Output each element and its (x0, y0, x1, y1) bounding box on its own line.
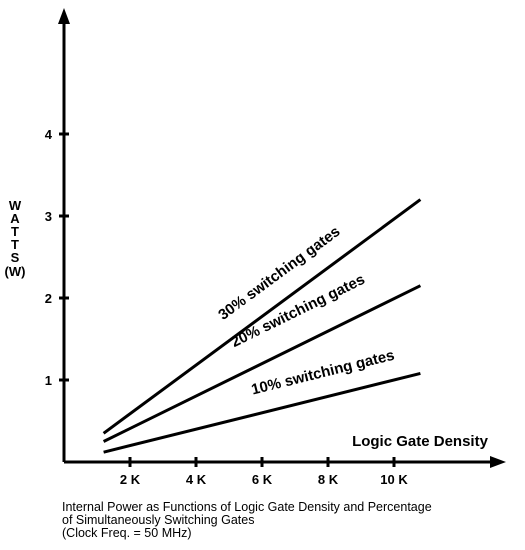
series-line (103, 371, 421, 454)
figure-caption: Internal Power as Functions of Logic Gat… (62, 501, 522, 540)
series-line (102, 284, 422, 443)
series-layer (102, 198, 422, 454)
y-axis-label-letter: T (11, 237, 19, 252)
y-axis-label-letter: (W) (5, 264, 26, 279)
y-axis-label-letter: S (11, 250, 20, 265)
x-tick-label: 2 K (120, 472, 141, 487)
y-axis-label-letter: A (10, 211, 20, 226)
x-tick-label: 8 K (318, 472, 339, 487)
series-label: 30% switching gates (215, 223, 343, 324)
y-axis-label-letter: W (9, 198, 22, 213)
caption-line-3: (Clock Freq. = 50 MHz) (62, 526, 192, 540)
series-line (102, 198, 422, 435)
x-axis-arrow-icon (490, 456, 506, 468)
x-tick-label: 6 K (252, 472, 273, 487)
y-tick-label: 4 (45, 127, 53, 142)
y-tick-label: 1 (45, 373, 52, 388)
y-tick-label: 2 (45, 291, 52, 306)
y-axis-arrow-icon (58, 8, 70, 24)
x-tick-label: 10 K (380, 472, 408, 487)
x-axis-label: Logic Gate Density (352, 433, 489, 450)
y-axis-label-letter: T (11, 224, 19, 239)
y-tick-label: 3 (45, 209, 52, 224)
caption-line-1: Internal Power as Functions of Logic Gat… (62, 500, 432, 514)
x-tick-label: 4 K (186, 472, 207, 487)
series-label: 10% switching gates (250, 347, 396, 399)
series-label: 20% switching gates (228, 271, 367, 351)
caption-line-2: of Simultaneously Switching Gates (62, 513, 255, 527)
